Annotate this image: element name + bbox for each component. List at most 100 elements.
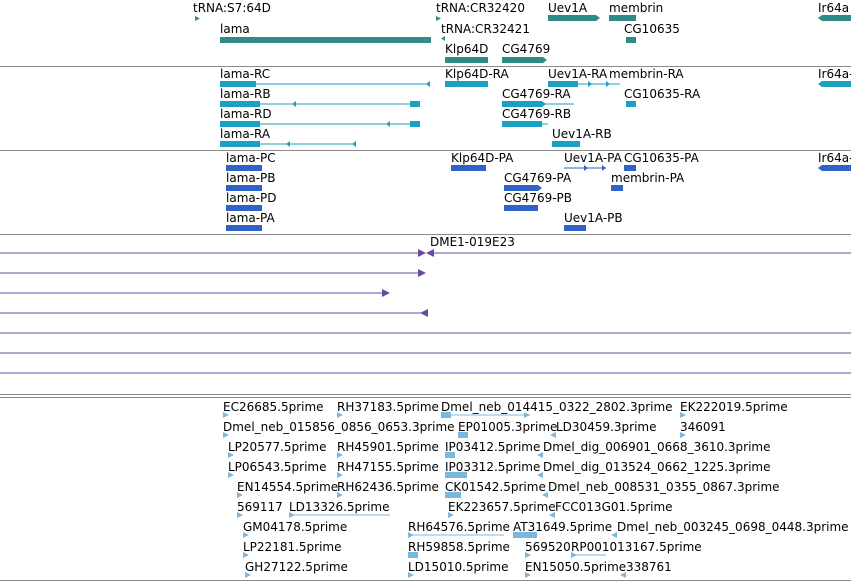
gene-glyph-trna [436,16,441,21]
protein-glyphs [226,165,851,231]
est-label[interactable]: EN15050.5prime [525,560,627,574]
transcript-label[interactable]: CG10635-RA [624,87,701,101]
track-divider [0,394,851,395]
est-label[interactable]: 338761 [626,560,672,574]
est-label[interactable]: LD13326.5prime [289,500,390,514]
gene-glyph-trna [195,16,200,21]
protein-label[interactable]: Klp64D-PA [451,151,514,165]
transcript-label[interactable]: Uev1A-RB [552,127,612,141]
track-divider [0,66,851,67]
protein-label[interactable]: membrin-PA [611,171,685,185]
gene-label[interactable]: tRNA:S7:64D [193,1,271,15]
protein-label[interactable]: lama-PC [226,151,276,165]
est-label[interactable]: RH62436.5prime [337,480,439,494]
est-label[interactable]: 569520 [525,540,571,554]
gene-track: tRNA:S7:64D tRNA:CR32420 Uev1A membrin I… [0,0,851,66]
gene-glyph-cg4769 [502,57,543,63]
est-label[interactable]: RH59858.5prime [408,540,510,554]
gene-glyph-uev1a [596,15,600,21]
protein-track: lama-PC Klp64D-PA Uev1A-PA CG10635-PA Ir… [0,151,851,234]
transcript-label[interactable]: Klp64D-RA [445,67,509,81]
est-label[interactable]: CK01542.5prime [445,480,546,494]
protein-label[interactable]: lama-PD [226,191,277,205]
track-divider [0,234,851,235]
est-label[interactable]: IP03312.5prime [445,460,541,474]
protein-label[interactable]: lama-PA [226,211,275,225]
gene-label[interactable]: tRNA:CR32421 [441,22,530,36]
track-divider [0,397,851,398]
transcript-label[interactable]: lama-RA [220,127,271,141]
gene-glyph-trna [441,36,445,41]
est-label[interactable]: Dmel_dig_006901_0668_3610.3prime [543,440,771,454]
track-divider [0,150,851,151]
est-label[interactable]: FCC013G01.5prime [555,500,673,514]
est-label[interactable]: RH45901.5prime [337,440,439,454]
est-label[interactable]: EN14554.5prime [237,480,339,494]
gene-glyph-klp64d [445,57,488,63]
est-label[interactable]: RH37183.5prime [337,400,439,414]
est-label[interactable]: Dmel_neb_014415_0322_2802.3prime [441,400,673,414]
est-label[interactable]: RP001013167.5prime [571,540,702,554]
gene-label[interactable]: lama [220,22,250,36]
est-label[interactable]: Dmel_neb_003245_0698_0448.3prime [617,520,849,534]
protein-label[interactable]: CG4769-PB [504,191,573,205]
est-label[interactable]: GM04178.5prime [243,520,348,534]
est-label[interactable]: AT31649.5prime [513,520,613,534]
gene-label[interactable]: CG4769 [502,42,551,56]
est-label[interactable]: LP20577.5prime [228,440,327,454]
est-glyphs [223,412,686,578]
est-label[interactable]: 346091 [680,420,726,434]
est-label[interactable]: EC26685.5prime [223,400,324,414]
protein-label[interactable]: Uev1A-PA [564,151,622,165]
gene-label[interactable]: Ir64a [818,1,850,15]
transcript-glyphs [220,81,851,147]
transcript-label[interactable]: lama-RC [220,67,271,81]
clone-label[interactable]: DME1-019E23 [430,235,515,249]
est-label[interactable]: Dmel_dig_013524_0662_1225.3prime [543,460,771,474]
gene-label[interactable]: tRNA:CR32420 [436,1,525,15]
gene-glyph-membrin [609,15,636,21]
gene-label[interactable]: Klp64D [445,42,489,56]
track-divider [0,580,851,581]
gene-glyphs [195,15,851,63]
gene-label[interactable]: membrin [609,1,664,15]
transcript-label[interactable]: CG4769-RA [502,87,571,101]
gene-glyph-lama [220,37,431,43]
protein-label[interactable]: CG10635-PA [624,151,699,165]
est-label[interactable]: EK222019.5prime [680,400,788,414]
est-label[interactable]: GH27122.5prime [245,560,348,574]
transcript-label[interactable]: Ir64a- [818,67,851,81]
gene-label[interactable]: CG10635 [624,22,680,36]
transcript-label[interactable]: CG4769-RB [502,107,572,121]
gene-glyph-uev1a [548,15,596,21]
est-label[interactable]: LD15010.5prime [408,560,509,574]
gene-glyph-cg4769 [543,57,547,63]
est-label[interactable]: RH47155.5prime [337,460,439,474]
clone-glyphs [0,249,851,374]
est-label[interactable]: IP03412.5prime [445,440,541,454]
transcript-track: lama-RC Klp64D-RA Uev1A-RA membrin-RA Ir… [0,67,851,150]
est-label[interactable]: 569117 [237,500,283,514]
protein-label[interactable]: CG4769-PA [504,171,572,185]
protein-label[interactable]: Uev1A-PB [564,211,623,225]
transcript-label[interactable]: Uev1A-RA [548,67,608,81]
est-label[interactable]: EK223657.5prime [448,500,556,514]
est-label[interactable]: LP22181.5prime [243,540,342,554]
est-label[interactable]: LD30459.3prime [556,420,657,434]
clone-track: DME1-019E23 [0,235,851,394]
transcript-label[interactable]: lama-RB [220,87,271,101]
gene-glyph-ir64a [818,15,822,21]
protein-label[interactable]: lama-PB [226,171,276,185]
est-label[interactable]: EP01005.3prime [458,420,558,434]
protein-label[interactable]: Ir64a- [818,151,851,165]
transcript-label[interactable]: membrin-RA [609,67,684,81]
gene-glyph-ir64a [822,15,851,21]
est-track: EC26685.5prime RH37183.5prime Dmel_neb_0… [0,398,851,580]
est-label[interactable]: Dmel_neb_008531_0355_0867.3prime [548,480,780,494]
est-label[interactable]: RH64576.5prime [408,520,510,534]
gene-glyph-cg10635 [626,37,636,43]
est-label[interactable]: LP06543.5prime [228,460,327,474]
gene-label[interactable]: Uev1A [548,1,588,15]
est-label[interactable]: Dmel_neb_015856_0856_0653.3prime [223,420,455,434]
transcript-label[interactable]: lama-RD [220,107,272,121]
